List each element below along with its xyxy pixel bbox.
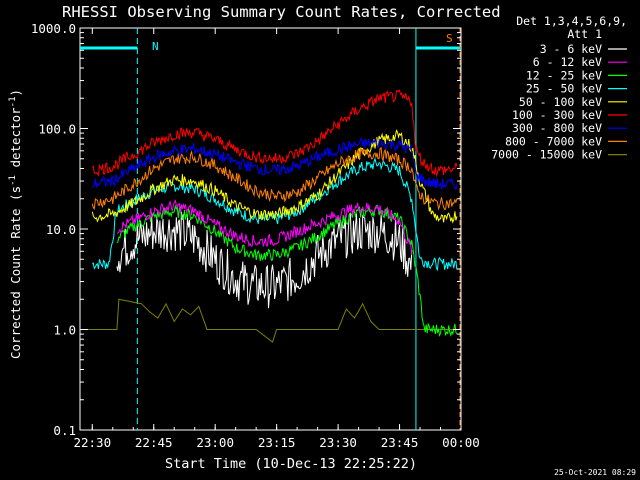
y-tick-label: 1000.0 — [31, 21, 76, 36]
legend-item-label: 300 - 800 keV — [512, 121, 602, 135]
legend-title-line2: Att 1 — [567, 27, 602, 41]
x-axis-label: Start Time (10-Dec-13 22:25:22) — [165, 456, 417, 472]
x-tick-label: 22:45 — [135, 435, 173, 450]
legend-item-label: 12 - 25 keV — [526, 68, 602, 82]
y-tick-label: 100.0 — [38, 122, 76, 137]
legend-item-label: 6 - 12 keV — [533, 55, 602, 69]
saa-marker-label: S — [446, 32, 453, 45]
series-line-100-300-kev — [91, 89, 458, 178]
x-tick-label: 00:00 — [442, 435, 480, 450]
chart-title: RHESSI Observing Summary Count Rates, Co… — [62, 3, 501, 21]
series-line-300-800-kev — [91, 137, 458, 191]
y-label-main: Corrected Count Rate (s — [8, 186, 23, 359]
x-tick-label: 23:45 — [381, 435, 419, 450]
night-marker-label: N — [152, 40, 159, 53]
axis-ticks: 22:30 22:45 23:00 23:15 23:30 23:45 00:00 0.1 1.… — [31, 21, 480, 450]
series-line-12-25-kev — [116, 204, 458, 338]
y-tick-label: 1.0 — [53, 323, 76, 338]
y-label-sup2: -1 — [8, 96, 18, 107]
y-label-sup1: -1 — [8, 175, 18, 186]
svg-text:Corrected Count Rate (s-1 dete: Corrected Count Rate (s-1 detector-1) — [8, 89, 23, 359]
legend-item-label: 50 - 100 keV — [519, 95, 602, 109]
legend-item-label: 3 - 6 keV — [540, 42, 602, 56]
y-axis-label: Corrected Count Rate (s-1 detector-1) — [8, 89, 23, 359]
series-line-50-100-kev — [91, 129, 458, 224]
series-line-6-12-kev — [116, 199, 413, 255]
y-label-mid: detector — [8, 107, 23, 175]
series-line-7000-15000-kev — [80, 298, 457, 343]
legend-item-label: 7000 - 15000 keV — [491, 148, 602, 162]
y-tick-label: 10.0 — [46, 222, 76, 237]
series-layer — [80, 89, 458, 343]
timestamp: 25-Oct-2021 08:29 — [554, 468, 636, 477]
y-tick-label: 0.1 — [53, 423, 76, 438]
x-tick-label: 23:00 — [196, 435, 234, 450]
series-line-800-7000-kev — [91, 146, 458, 211]
x-tick-label: 22:30 — [73, 435, 111, 450]
x-tick-label: 23:15 — [258, 435, 296, 450]
legend-item-label: 100 - 300 keV — [512, 108, 602, 122]
y-label-end: ) — [8, 89, 23, 97]
x-tick-label: 23:30 — [319, 435, 357, 450]
series-line-3-6-kev — [116, 211, 413, 309]
legend-item-label: 25 - 50 keV — [526, 82, 602, 96]
legend-title-line1: Det 1,3,4,5,6,9, — [516, 14, 627, 28]
legend-item-label: 800 - 7000 keV — [505, 134, 602, 148]
